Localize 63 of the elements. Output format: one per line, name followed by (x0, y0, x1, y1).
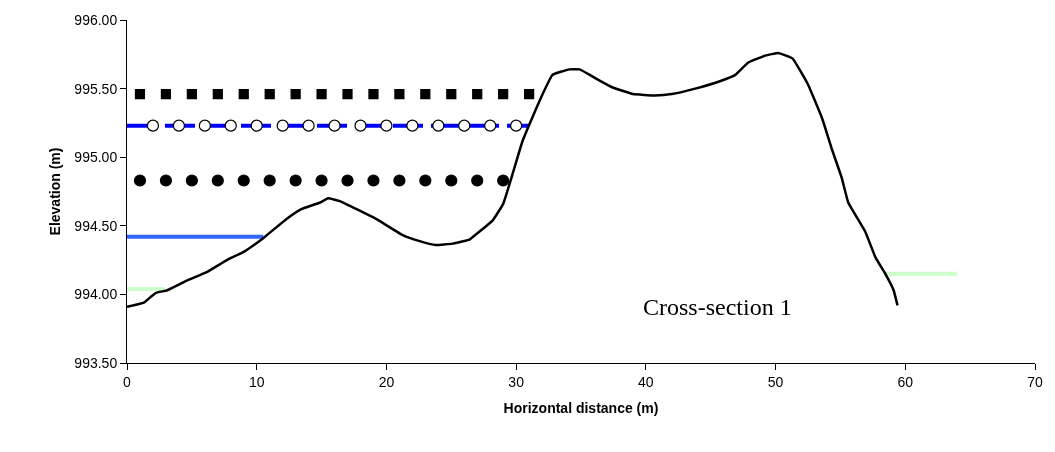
point (224, 119, 237, 132)
x-tick-label: 70 (1027, 373, 1043, 390)
point (471, 174, 484, 187)
point (420, 88, 431, 100)
x-tick-label: 10 (248, 373, 265, 390)
y-tick-label: 994.50 (74, 217, 118, 234)
point (446, 88, 457, 100)
x-tick-label: 30 (508, 373, 525, 390)
point (510, 119, 523, 132)
point (185, 174, 198, 187)
point (497, 174, 510, 187)
point (394, 88, 405, 100)
point (250, 119, 263, 132)
point (238, 88, 249, 100)
point (198, 119, 211, 132)
x-tick-label: 40 (638, 373, 654, 390)
point (445, 174, 458, 187)
x-tick-label: 60 (897, 373, 914, 390)
point (302, 119, 315, 132)
point (380, 119, 393, 132)
point (237, 174, 250, 187)
y-tick-label: 994.00 (74, 286, 118, 303)
annotation: Cross-section 1 (643, 294, 792, 320)
point (498, 88, 509, 100)
point (328, 119, 341, 132)
point (186, 88, 197, 100)
point (406, 119, 419, 132)
point (276, 119, 289, 132)
point (472, 88, 483, 100)
point (524, 88, 535, 100)
point (342, 88, 353, 100)
point (393, 174, 406, 187)
x-tick-label: 0 (123, 373, 132, 390)
y-axis-title: Elevation (m) (46, 147, 63, 236)
point (289, 174, 302, 187)
point (211, 174, 224, 187)
point (432, 119, 445, 132)
point (146, 119, 160, 132)
point (458, 119, 471, 132)
y-tick-label: 993.50 (74, 354, 118, 371)
y-tick-label: 995.50 (74, 80, 118, 97)
point (316, 88, 327, 100)
point (134, 88, 146, 100)
point (160, 88, 172, 100)
point (290, 88, 301, 100)
point (212, 88, 223, 100)
x-tick-label: 50 (767, 373, 784, 390)
point (159, 174, 173, 187)
point (419, 174, 432, 187)
point (133, 174, 147, 187)
y-tick-label: 996.00 (74, 11, 118, 28)
y-tick-label: 995.00 (74, 149, 118, 166)
point (484, 119, 497, 132)
point (264, 88, 275, 100)
point (315, 174, 328, 187)
point (172, 119, 185, 132)
x-axis-title: Horizontal distance (m) (503, 400, 659, 417)
point (354, 119, 367, 132)
x-tick-label: 20 (378, 373, 395, 390)
point (263, 174, 276, 187)
point (367, 174, 380, 187)
point (341, 174, 354, 187)
point (368, 88, 379, 100)
